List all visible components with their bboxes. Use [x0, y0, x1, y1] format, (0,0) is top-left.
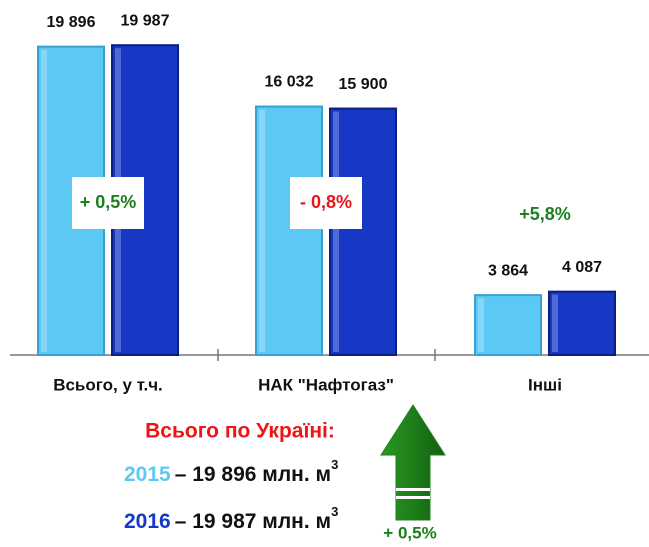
bar	[255, 105, 323, 356]
value-label: 3 864	[488, 262, 528, 279]
summary-sup: 3	[331, 504, 338, 519]
summary-text: – 19 896 млн. м	[175, 463, 331, 486]
summary-year: 2015	[124, 463, 171, 486]
arrow-stripe	[396, 488, 430, 491]
summary-line: 2015– 19 896 млн. м3	[124, 457, 338, 485]
bar	[329, 107, 397, 356]
value-label: 4 087	[562, 259, 602, 276]
annotation-box	[72, 177, 144, 229]
bar-highlight	[552, 294, 558, 352]
annotation: +5,8%	[519, 204, 571, 224]
annotation: + 0,5%	[80, 192, 137, 212]
bar-highlight	[41, 49, 47, 352]
summary-text: – 19 987 млн. м	[175, 510, 331, 533]
x-tick-label: Всього, у т.ч.	[53, 375, 163, 394]
bar-highlight	[333, 111, 339, 352]
bar-highlight	[259, 109, 265, 352]
summary-sup: 3	[331, 457, 338, 472]
summary-line: 2016– 19 987 млн. м3	[124, 504, 338, 532]
x-tick-label: НАК "Нафтогаз"	[258, 375, 394, 394]
annotation: - 0,8%	[300, 192, 352, 212]
x-tick-label: Інші	[528, 375, 562, 394]
value-label: 15 900	[339, 76, 388, 93]
arrow-label: + 0,5%	[383, 523, 436, 542]
bar	[548, 290, 616, 356]
value-label: 19 896	[47, 14, 96, 31]
value-label: 16 032	[265, 74, 314, 91]
arrow-stripe	[396, 496, 430, 499]
value-label: 19 987	[121, 12, 170, 29]
summary-year: 2016	[124, 510, 171, 533]
arrow	[380, 404, 446, 521]
bar	[474, 294, 542, 356]
bar-highlight	[478, 298, 484, 352]
summary-title: Всього по Україні:	[145, 420, 335, 443]
annotation-box	[290, 177, 362, 229]
